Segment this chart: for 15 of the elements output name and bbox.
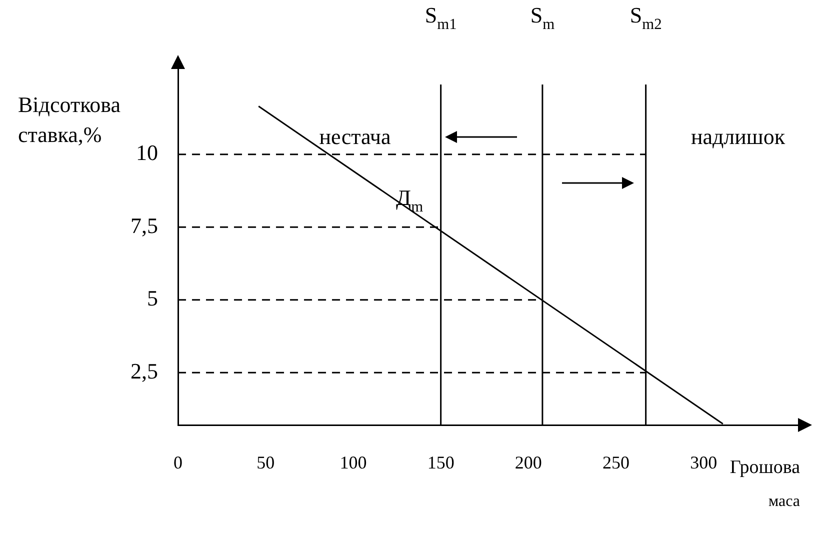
y-tick-label: 2,5 — [130, 358, 158, 384]
x-axis-title: Грошова маса — [730, 457, 801, 510]
y-tick-label: 10 — [136, 140, 158, 166]
x-tick-label: 250 — [602, 452, 630, 473]
annotation: надлишок — [690, 124, 786, 149]
y-tick-label: 7,5 — [130, 212, 158, 238]
x-tick-label: 0 — [174, 452, 182, 473]
y-axis-title: Відсоткова ставка,% — [18, 92, 121, 147]
x-tick-label: 100 — [340, 452, 367, 473]
x-tick-label: 150 — [427, 452, 454, 473]
x-tick-label: 50 — [256, 452, 275, 473]
x-tick-label: 300 — [690, 452, 718, 473]
y-tick-label: 5 — [147, 286, 158, 311]
annotation: нестача — [319, 124, 391, 149]
x-tick-label: 200 — [514, 452, 542, 473]
